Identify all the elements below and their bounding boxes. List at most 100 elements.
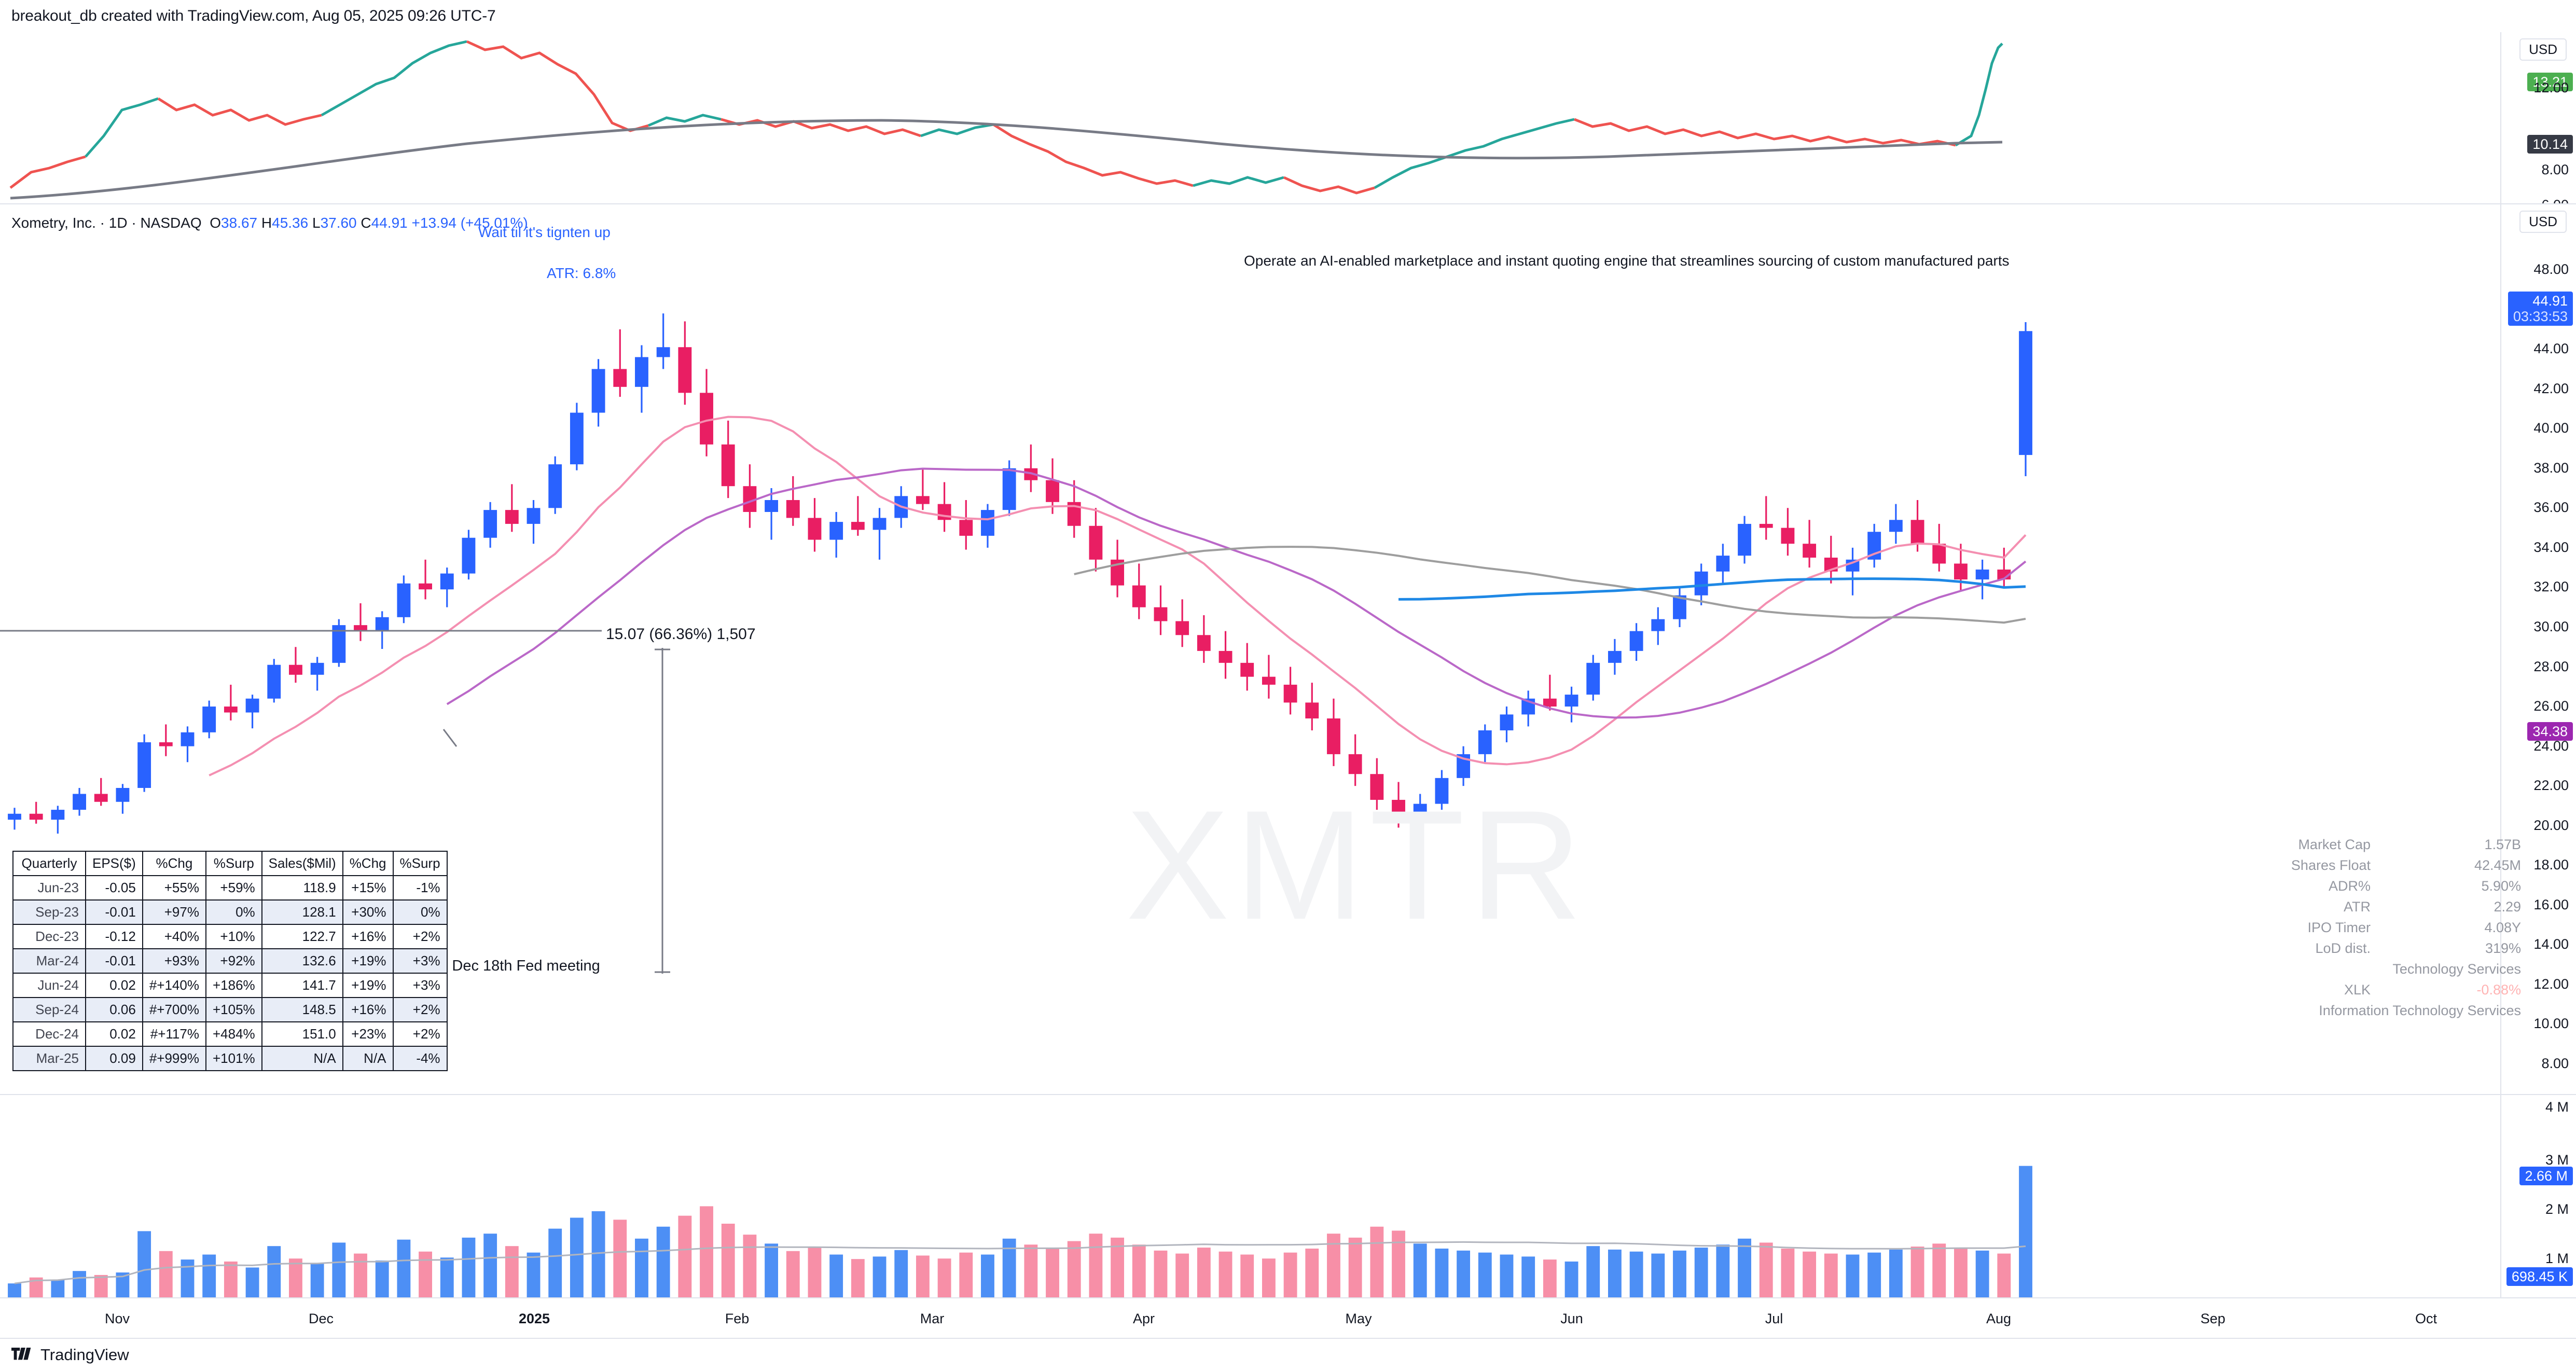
candle-body [1738, 523, 1751, 556]
cell-sales-chg: +30% [342, 899, 394, 925]
candle-body [2019, 331, 2032, 455]
earnings-table[interactable]: Quarterly EPS($) %Chg %Surp Sales($Mil) … [12, 851, 448, 1071]
volume-bar [851, 1259, 865, 1298]
price-tick-36-00: 36.00 [2533, 500, 2569, 516]
attribution-bar: breakout_db created with TradingView.com… [0, 0, 2576, 32]
rs-line-red-e [992, 123, 1194, 187]
candle-body [483, 510, 497, 538]
legend-low-value: 37.60 [320, 215, 357, 231]
measure-tool-svg[interactable] [0, 204, 2500, 1095]
candle-body [462, 537, 476, 574]
volume-tick-4M: 4 M [2545, 1099, 2569, 1115]
last-price-value: 44.91 [2532, 293, 2568, 309]
annotation-wait-note[interactable]: Wait til it's tignten up [478, 224, 611, 240]
price-tick-28-00: 28.00 [2533, 658, 2569, 674]
cell-sales-surp: -4% [392, 1046, 448, 1071]
stat-key-market-cap: Market Cap [2298, 836, 2371, 852]
volume-bar [894, 1250, 908, 1298]
attribution-text: breakout_db created with TradingView.com… [11, 7, 496, 24]
volume-bar [656, 1226, 670, 1298]
cell-sales: N/A [261, 1046, 343, 1071]
cell-sales: 118.9 [261, 875, 343, 901]
volume-bar [397, 1239, 411, 1298]
candle-body [656, 347, 670, 357]
cell-sales: 151.0 [261, 1021, 343, 1047]
bar-countdown: 03:33:53 [2513, 309, 2568, 325]
cell-sales: 141.7 [261, 973, 343, 998]
volume-bar [159, 1251, 173, 1298]
candle-body [8, 813, 21, 820]
rs-line-red-d [721, 118, 921, 137]
stat-val-lod-dist: 319% [2485, 940, 2521, 956]
cell-eps-surp: +59% [205, 875, 262, 901]
candle-body [116, 787, 130, 802]
relative-strength-svg [9, 40, 2003, 200]
cell-eps-surp: 0% [205, 899, 262, 925]
candle-body [591, 369, 605, 413]
volume-bar [332, 1242, 346, 1298]
cell-sales-surp: -1% [392, 875, 448, 901]
candle-body [73, 794, 86, 810]
volume-bar [1803, 1251, 1817, 1298]
table-row: Sep-24 0.06 #+700% +105% 148.5 +16% +2% [12, 997, 448, 1022]
cell-eps-chg: +93% [142, 948, 206, 974]
volume-bar [181, 1259, 195, 1298]
volume-bar [613, 1220, 627, 1298]
candle-body [1716, 556, 1730, 572]
rs-moving-average [10, 119, 2003, 200]
relative-strength-price-scale[interactable]: USD 13.21 12.00 10.14 8.00 6.00 [2500, 32, 2576, 213]
candle-body [1975, 569, 1989, 580]
volume-scale[interactable]: 4 M 3 M 2 M 1 M 2.66 M 698.45 K [2500, 1095, 2576, 1297]
rs-line-green-c [648, 114, 722, 127]
price-currency-label: USD [2519, 211, 2567, 233]
candle-body [1283, 684, 1297, 703]
annotation-measure-note[interactable]: 15.07 (66.36%) 1,507 [606, 626, 756, 643]
volume-bar [483, 1234, 497, 1298]
price-tick-10-00: 10.00 [2533, 1016, 2569, 1032]
volume-bar [310, 1263, 324, 1298]
candle-body [1089, 525, 1103, 560]
candle-body [94, 794, 108, 802]
legend-low-label: L [312, 215, 321, 231]
candle-body [310, 662, 324, 675]
table-row: Dec-23 -0.12 +40% +10% 122.7 +16% +2% [12, 924, 448, 949]
chart-legend[interactable]: Xometry, Inc. · 1D · NASDAQ O38.67 H45.3… [11, 215, 528, 231]
cell-quarter: Sep-23 [12, 899, 86, 925]
candle-body [1564, 695, 1578, 707]
volume-bar [505, 1246, 519, 1298]
volume-tick-2M: 2 M [2545, 1201, 2569, 1217]
table-row: Dec-24 0.02 #+117% +484% 151.0 +23% +2% [12, 1021, 448, 1047]
stat-row-atr: ATR 2.29 [2231, 896, 2521, 917]
annotation-atr-note[interactable]: ATR: 6.8% [547, 265, 616, 281]
candle-body [397, 583, 411, 617]
volume-bar [1111, 1237, 1125, 1298]
volume-bar [959, 1252, 973, 1298]
stat-key-atr: ATR [2344, 898, 2371, 915]
cell-eps: -0.05 [85, 875, 143, 901]
stat-val-ipo-timer: 4.08Y [2484, 919, 2521, 935]
volume-bar [1435, 1249, 1449, 1298]
volume-bar [872, 1256, 887, 1298]
candle-body [375, 617, 389, 631]
candle-body [419, 583, 432, 590]
candle-body [570, 412, 584, 465]
cell-quarter: Jun-24 [12, 973, 86, 998]
candle-body [916, 496, 930, 504]
candle-body [1954, 563, 1968, 580]
price-tick-34-00: 34.00 [2533, 539, 2569, 555]
price-scale[interactable]: USD 48.0046.0044.0042.0040.0038.0036.003… [2500, 204, 2576, 1094]
time-tick-Oct: Oct [2415, 1311, 2437, 1326]
volume-bar [1673, 1250, 1686, 1298]
rs-line-green-e [1193, 176, 1284, 187]
time-tick-Apr: Apr [1132, 1311, 1155, 1326]
time-axis[interactable]: Nov Dec 2025 Feb Mar Apr May Jun Jul Aug Sep Oct [0, 1297, 2576, 1338]
annotation-business-note[interactable]: Operate an AI-enabled marketplace and in… [1244, 253, 2010, 269]
volume-bar [1457, 1250, 1471, 1298]
candle-body [1781, 528, 1795, 544]
col-eps-surp: %Surp [205, 851, 262, 876]
legend-close-label: C [361, 215, 371, 231]
stat-row-ipo-timer: IPO Timer 4.08Y [2231, 917, 2521, 938]
volume-bar [1067, 1241, 1081, 1298]
price-tick-26-00: 26.00 [2533, 698, 2569, 714]
candle-body [1478, 730, 1492, 754]
